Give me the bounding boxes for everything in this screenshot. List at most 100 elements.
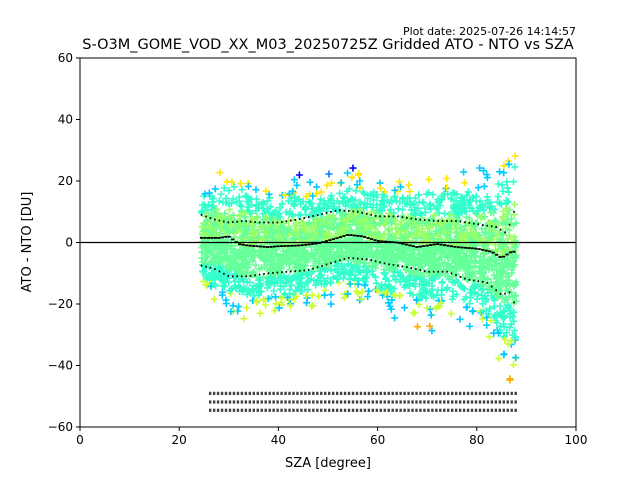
data-point (406, 289, 414, 297)
count-annotation-mark (339, 400, 343, 404)
data-point (328, 179, 335, 187)
data-point (323, 181, 331, 189)
data-point (213, 273, 221, 281)
data-point (242, 259, 250, 267)
data-point (273, 251, 281, 258)
data-point (219, 288, 226, 296)
count-annotation-mark (407, 400, 410, 404)
count-annotation-mark (371, 400, 375, 404)
data-point (254, 234, 262, 242)
data-point (429, 260, 437, 268)
data-point (511, 243, 518, 251)
data-point (460, 204, 468, 212)
data-point (509, 361, 517, 369)
data-point (282, 250, 290, 258)
data-point (382, 275, 389, 283)
data-point (505, 272, 512, 280)
data-point (221, 223, 229, 231)
data-point (496, 311, 503, 319)
data-point (384, 246, 392, 254)
mean-series (199, 234, 516, 258)
count-annotation-mark (407, 391, 410, 395)
data-point (265, 208, 273, 216)
count-annotation-mark (454, 400, 458, 404)
data-point (506, 324, 513, 332)
y-axis-ticks: −60 −40 −20 0 20 40 60 (48, 51, 80, 434)
data-point (373, 201, 381, 209)
count-annotation-mark (367, 408, 371, 412)
count-annotation-mark (427, 408, 430, 412)
data-point (344, 256, 352, 264)
data-point (434, 218, 442, 226)
count-annotation-mark (403, 400, 406, 404)
count-annotation-mark (478, 408, 482, 412)
data-point (306, 178, 314, 186)
count-annotation-mark (431, 408, 434, 412)
data-point (236, 239, 244, 247)
count-annotation-mark (443, 408, 446, 412)
data-point (347, 196, 355, 204)
data-point (434, 286, 442, 294)
data-point (400, 283, 408, 291)
data-point (356, 217, 364, 224)
data-point (510, 233, 518, 241)
data-point (239, 286, 247, 294)
data-point (460, 296, 468, 304)
data-point (446, 221, 454, 229)
data-point (401, 304, 408, 312)
data-point (459, 197, 467, 205)
count-annotation-mark (474, 391, 478, 395)
count-annotation-mark (308, 391, 311, 395)
count-annotation-mark (244, 408, 248, 412)
data-point (411, 219, 419, 227)
data-point (447, 215, 454, 223)
count-annotation-mark (367, 391, 371, 395)
y-tick-label: −40 (48, 359, 73, 373)
count-annotation-mark (328, 400, 331, 404)
count-annotation-mark (458, 391, 462, 395)
count-annotation-mark (212, 400, 216, 404)
count-annotation-mark (411, 391, 414, 395)
data-point (302, 203, 310, 211)
count-annotation-mark (343, 400, 347, 404)
data-point (429, 274, 437, 282)
data-point (428, 230, 436, 238)
data-point (502, 295, 509, 303)
data-point (341, 193, 349, 201)
data-point (435, 231, 443, 239)
data-point (315, 259, 323, 267)
data-point (226, 287, 234, 295)
data-point (210, 195, 218, 203)
data-point (365, 228, 373, 236)
data-point (291, 193, 299, 201)
data-point (337, 179, 345, 187)
count-annotation-mark (252, 400, 256, 404)
count-annotation-mark (470, 391, 474, 395)
count-annotation-mark (502, 391, 505, 395)
data-point (268, 227, 276, 235)
data-point (425, 176, 433, 183)
count-annotation-mark (324, 400, 327, 404)
data-point (210, 295, 218, 303)
data-point (412, 274, 420, 282)
count-annotation-mark (490, 391, 494, 395)
count-annotation-mark (506, 408, 509, 412)
data-point (380, 221, 388, 229)
data-point (498, 259, 506, 267)
data-point (334, 260, 342, 268)
data-point (427, 205, 435, 213)
count-annotation-mark (419, 400, 422, 404)
data-point (220, 254, 228, 261)
data-point (346, 280, 354, 288)
count-annotation-mark (363, 391, 367, 395)
data-point (494, 192, 502, 200)
data-point (315, 292, 323, 300)
data-point (227, 265, 235, 273)
data-point (302, 192, 310, 200)
data-point (349, 201, 357, 209)
data-point (430, 247, 437, 255)
data-point (202, 250, 210, 258)
data-point (511, 152, 519, 160)
data-point (250, 292, 258, 300)
data-point (292, 222, 300, 229)
